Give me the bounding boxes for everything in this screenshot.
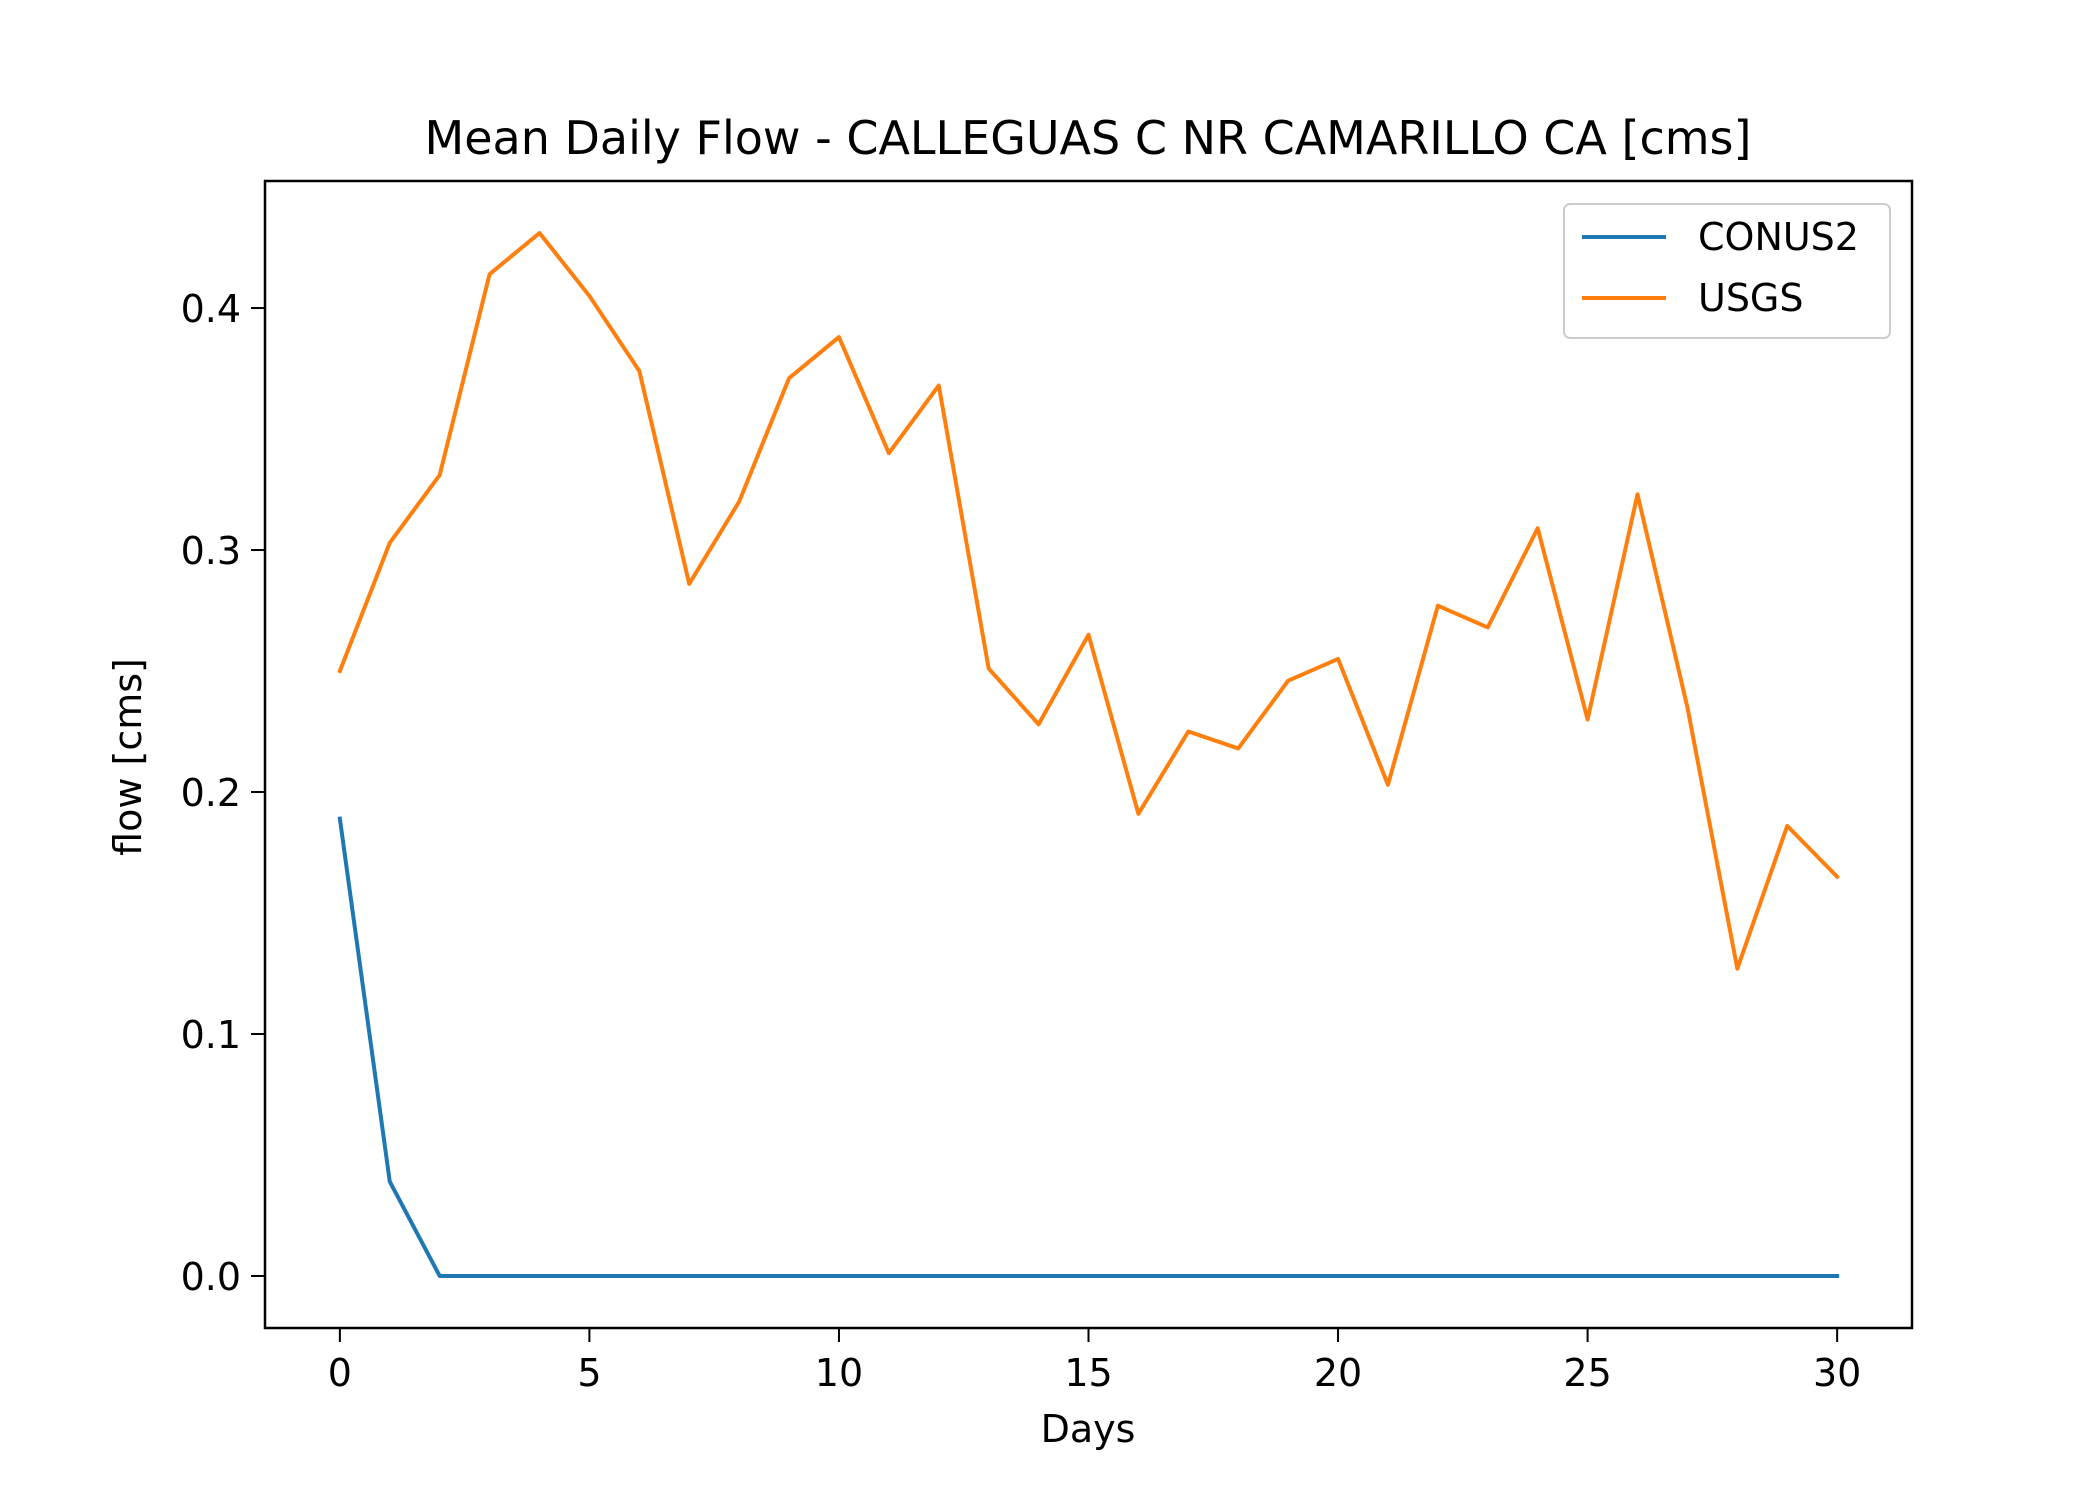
legend-label-usgs: USGS: [1698, 276, 1804, 320]
x-tick-label: 5: [577, 1351, 601, 1395]
x-tick-label: 10: [815, 1351, 863, 1395]
x-axis: 0 5 10 15 20 25 30: [328, 1328, 1861, 1395]
x-tick-label: 0: [328, 1351, 352, 1395]
y-tick-label: 0.4: [181, 287, 241, 331]
legend: CONUS2 USGS: [1563, 203, 1891, 339]
legend-label-conus2: CONUS2: [1698, 215, 1859, 259]
series-line-conus2: [337, 816, 1840, 1278]
x-axis-label: Days: [1041, 1407, 1136, 1451]
x-tick-label: 20: [1314, 1351, 1362, 1395]
y-tick-label: 0.0: [181, 1255, 241, 1299]
series-line-usgs: [337, 231, 1840, 971]
y-axis: 0.0 0.1 0.2 0.3 0.4: [181, 287, 265, 1299]
y-tick-label: 0.3: [181, 529, 241, 573]
x-tick-label: 30: [1813, 1351, 1861, 1395]
y-tick-label: 0.2: [181, 771, 241, 815]
chart-title: Mean Daily Flow - CALLEGUAS C NR CAMARIL…: [425, 111, 1752, 165]
y-axis-label: flow [cms]: [106, 658, 150, 856]
x-tick-label: 15: [1064, 1351, 1112, 1395]
y-tick-label: 0.1: [181, 1013, 241, 1057]
x-tick-label: 25: [1563, 1351, 1611, 1395]
